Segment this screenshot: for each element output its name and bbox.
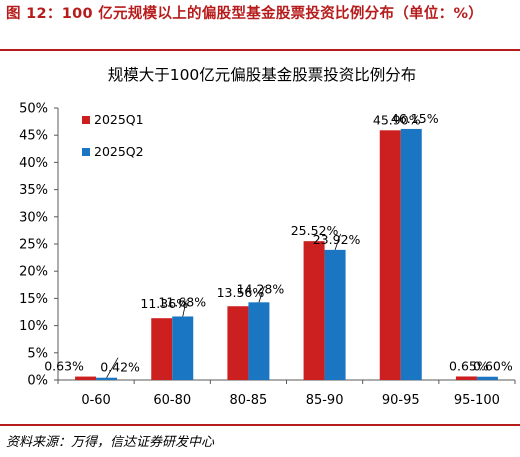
legend-label-2025Q2: 2025Q2: [94, 144, 144, 159]
data-label: 46.15%: [391, 111, 439, 126]
bar-2025Q1-80-85: [227, 306, 249, 380]
bar-2025Q2-60-80: [172, 316, 194, 380]
x-tick-label: 80-85: [230, 393, 268, 408]
chart-title: 规模大于100亿元偏股基金股票投资比例分布: [108, 66, 417, 84]
y-tick-label: 10%: [19, 319, 48, 334]
source-divider: [0, 424, 520, 426]
leader-line: [258, 286, 265, 303]
data-label: 23.92%: [313, 232, 361, 247]
x-tick-label: 85-90: [306, 393, 344, 408]
leader-line: [106, 357, 119, 378]
y-tick-label: 40%: [19, 156, 48, 171]
y-tick-label: 35%: [19, 183, 48, 198]
bar-2025Q2-90-95: [400, 128, 422, 380]
y-tick-label: 50%: [19, 102, 48, 117]
y-tick-label: 25%: [19, 238, 48, 253]
legend-swatch-2025Q1: [82, 116, 90, 124]
data-label: 0.60%: [473, 359, 513, 374]
figure-title: 图 12：100 亿元规模以上的偏股型基金股票投资比例分布（单位：%）: [6, 6, 484, 22]
y-tick-label: 0%: [27, 374, 48, 389]
data-label: 13.56%: [217, 285, 265, 300]
bar-2025Q2-95-100: [476, 376, 498, 380]
data-label: 0.63%: [44, 359, 84, 374]
bar-2025Q2-80-85: [248, 302, 270, 380]
data-label: 14.28%: [237, 281, 285, 296]
data-label: 45.90%: [373, 112, 421, 127]
source-note: 资料来源：万得，信达证券研发中心: [6, 435, 215, 450]
bar-2025Q1-60-80: [151, 318, 173, 380]
y-tick-label: 30%: [19, 210, 48, 225]
legend-label-2025Q1: 2025Q1: [94, 112, 144, 127]
bar-2025Q1-0-60: [75, 376, 97, 380]
x-tick-label: 60-80: [153, 393, 191, 408]
leader-line: [182, 300, 187, 317]
bars: [75, 128, 498, 380]
x-tick-label: 95-100: [454, 393, 500, 408]
legend-swatch-2025Q2: [82, 148, 90, 156]
x-tick-label: 90-95: [382, 393, 420, 408]
data-label: 25.52%: [291, 223, 339, 238]
data-label: 0.42%: [100, 360, 140, 375]
data-label: 11.36%: [140, 296, 188, 311]
data-label: 11.68%: [158, 294, 206, 309]
y-tick-label: 5%: [27, 346, 48, 361]
y-tick-label: 20%: [19, 265, 48, 280]
bar-2025Q1-85-90: [303, 241, 325, 380]
legend: 2025Q1 2025Q2: [82, 112, 144, 159]
data-labels: 0.63% 11.36% 13.56% 25.52% 45.90% 0.65% 0.42% 1…: [44, 111, 513, 378]
bar-2025Q1-90-95: [379, 130, 401, 380]
y-tick-label: 15%: [19, 292, 48, 307]
data-label: 0.65%: [449, 358, 489, 373]
axes: 0% 5% 10% 15% 20% 25% 30% 35% 40% 45% 50% 0-60 60-80…: [19, 102, 516, 408]
title-divider: [0, 49, 520, 51]
bar-2025Q1-95-100: [455, 376, 477, 380]
y-tick-label: 45%: [19, 129, 48, 144]
bar-2025Q2-85-90: [324, 249, 346, 380]
bar-chart: 规模大于100亿元偏股基金股票投资比例分布 0% 5% 10% 15% 20% 25% 30…: [19, 66, 516, 408]
bar-2025Q2-0-60: [96, 377, 118, 380]
x-tick-label: 0-60: [81, 393, 111, 408]
leader-line: [334, 233, 341, 251]
